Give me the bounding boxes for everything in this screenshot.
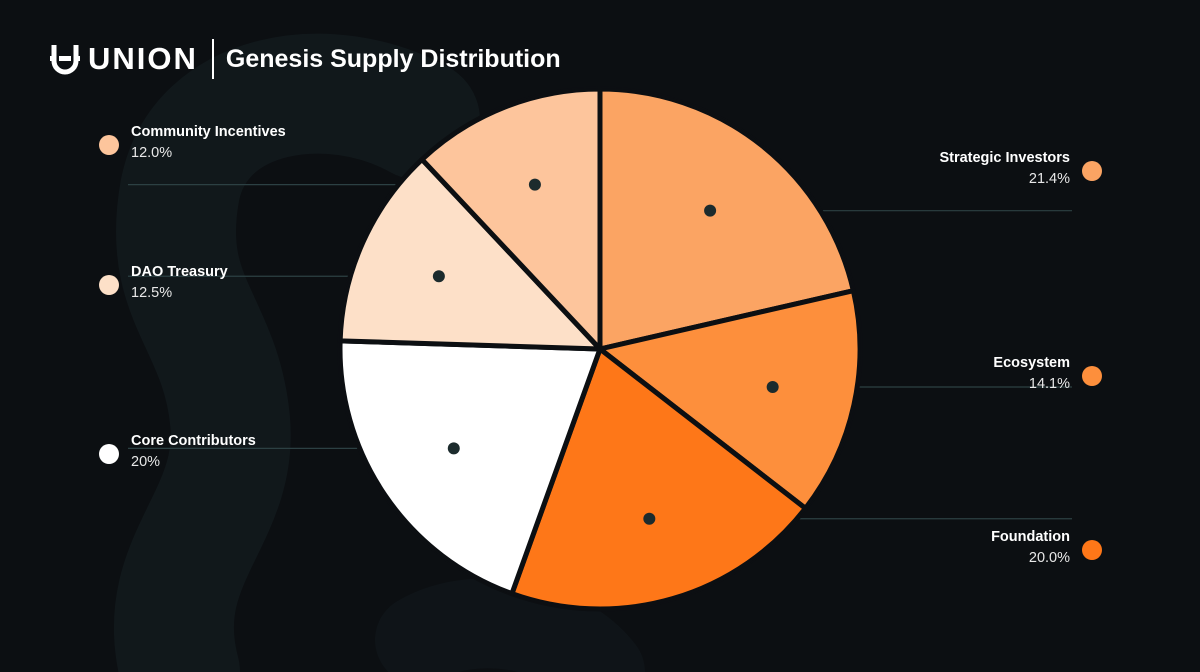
legend-item-community-incentives: Community Incentives 12.0% (99, 124, 359, 168)
legend-value: 20% (131, 454, 161, 470)
legend-swatch (99, 444, 119, 464)
page-title: Genesis Supply Distribution (225, 44, 561, 73)
legend-value: 20.0% (1028, 550, 1070, 566)
slice-marker (704, 204, 717, 217)
legend-label: Foundation (991, 529, 1070, 545)
legend-swatch (1082, 161, 1102, 181)
legend-label: Core Contributors (131, 433, 256, 449)
union-logo: UNION (50, 39, 198, 79)
legend-swatch (99, 275, 119, 295)
legend-item-dao-treasury: DAO Treasury 12.5% (99, 264, 359, 308)
header: UNION Genesis Supply Distribution (50, 36, 561, 82)
legend-value: 12.5% (131, 285, 173, 301)
logo-text: UNION (88, 41, 198, 76)
slice-marker (528, 178, 541, 191)
legend-swatch (1082, 540, 1102, 560)
legend-swatch (1082, 366, 1102, 386)
legend-value: 12.0% (131, 145, 173, 161)
legend-swatch (99, 135, 119, 155)
legend-value: 14.1% (1028, 376, 1070, 392)
pie-slices (337, 86, 863, 612)
legend-item-foundation: Foundation 20.0% (842, 529, 1102, 573)
pie-rim (339, 88, 861, 610)
union-logo-icon (50, 45, 80, 75)
legend-item-core-contributors: Core Contributors 20% (99, 433, 359, 477)
legend-item-ecosystem: Ecosystem 14.1% (842, 355, 1102, 399)
slice-markers (432, 178, 779, 525)
legend-label: DAO Treasury (131, 264, 228, 280)
legend-label: Ecosystem (993, 355, 1070, 371)
slice-marker (432, 270, 445, 283)
legend-label: Community Incentives (131, 124, 286, 140)
slice-marker (766, 381, 779, 394)
header-divider (211, 39, 214, 79)
slice-marker (447, 442, 460, 455)
legend-label: Strategic Investors (939, 150, 1070, 166)
slice-marker (643, 512, 656, 525)
legend-item-strategic-investors: Strategic Investors 21.4% (842, 150, 1102, 194)
legend-value: 21.4% (1028, 171, 1070, 187)
